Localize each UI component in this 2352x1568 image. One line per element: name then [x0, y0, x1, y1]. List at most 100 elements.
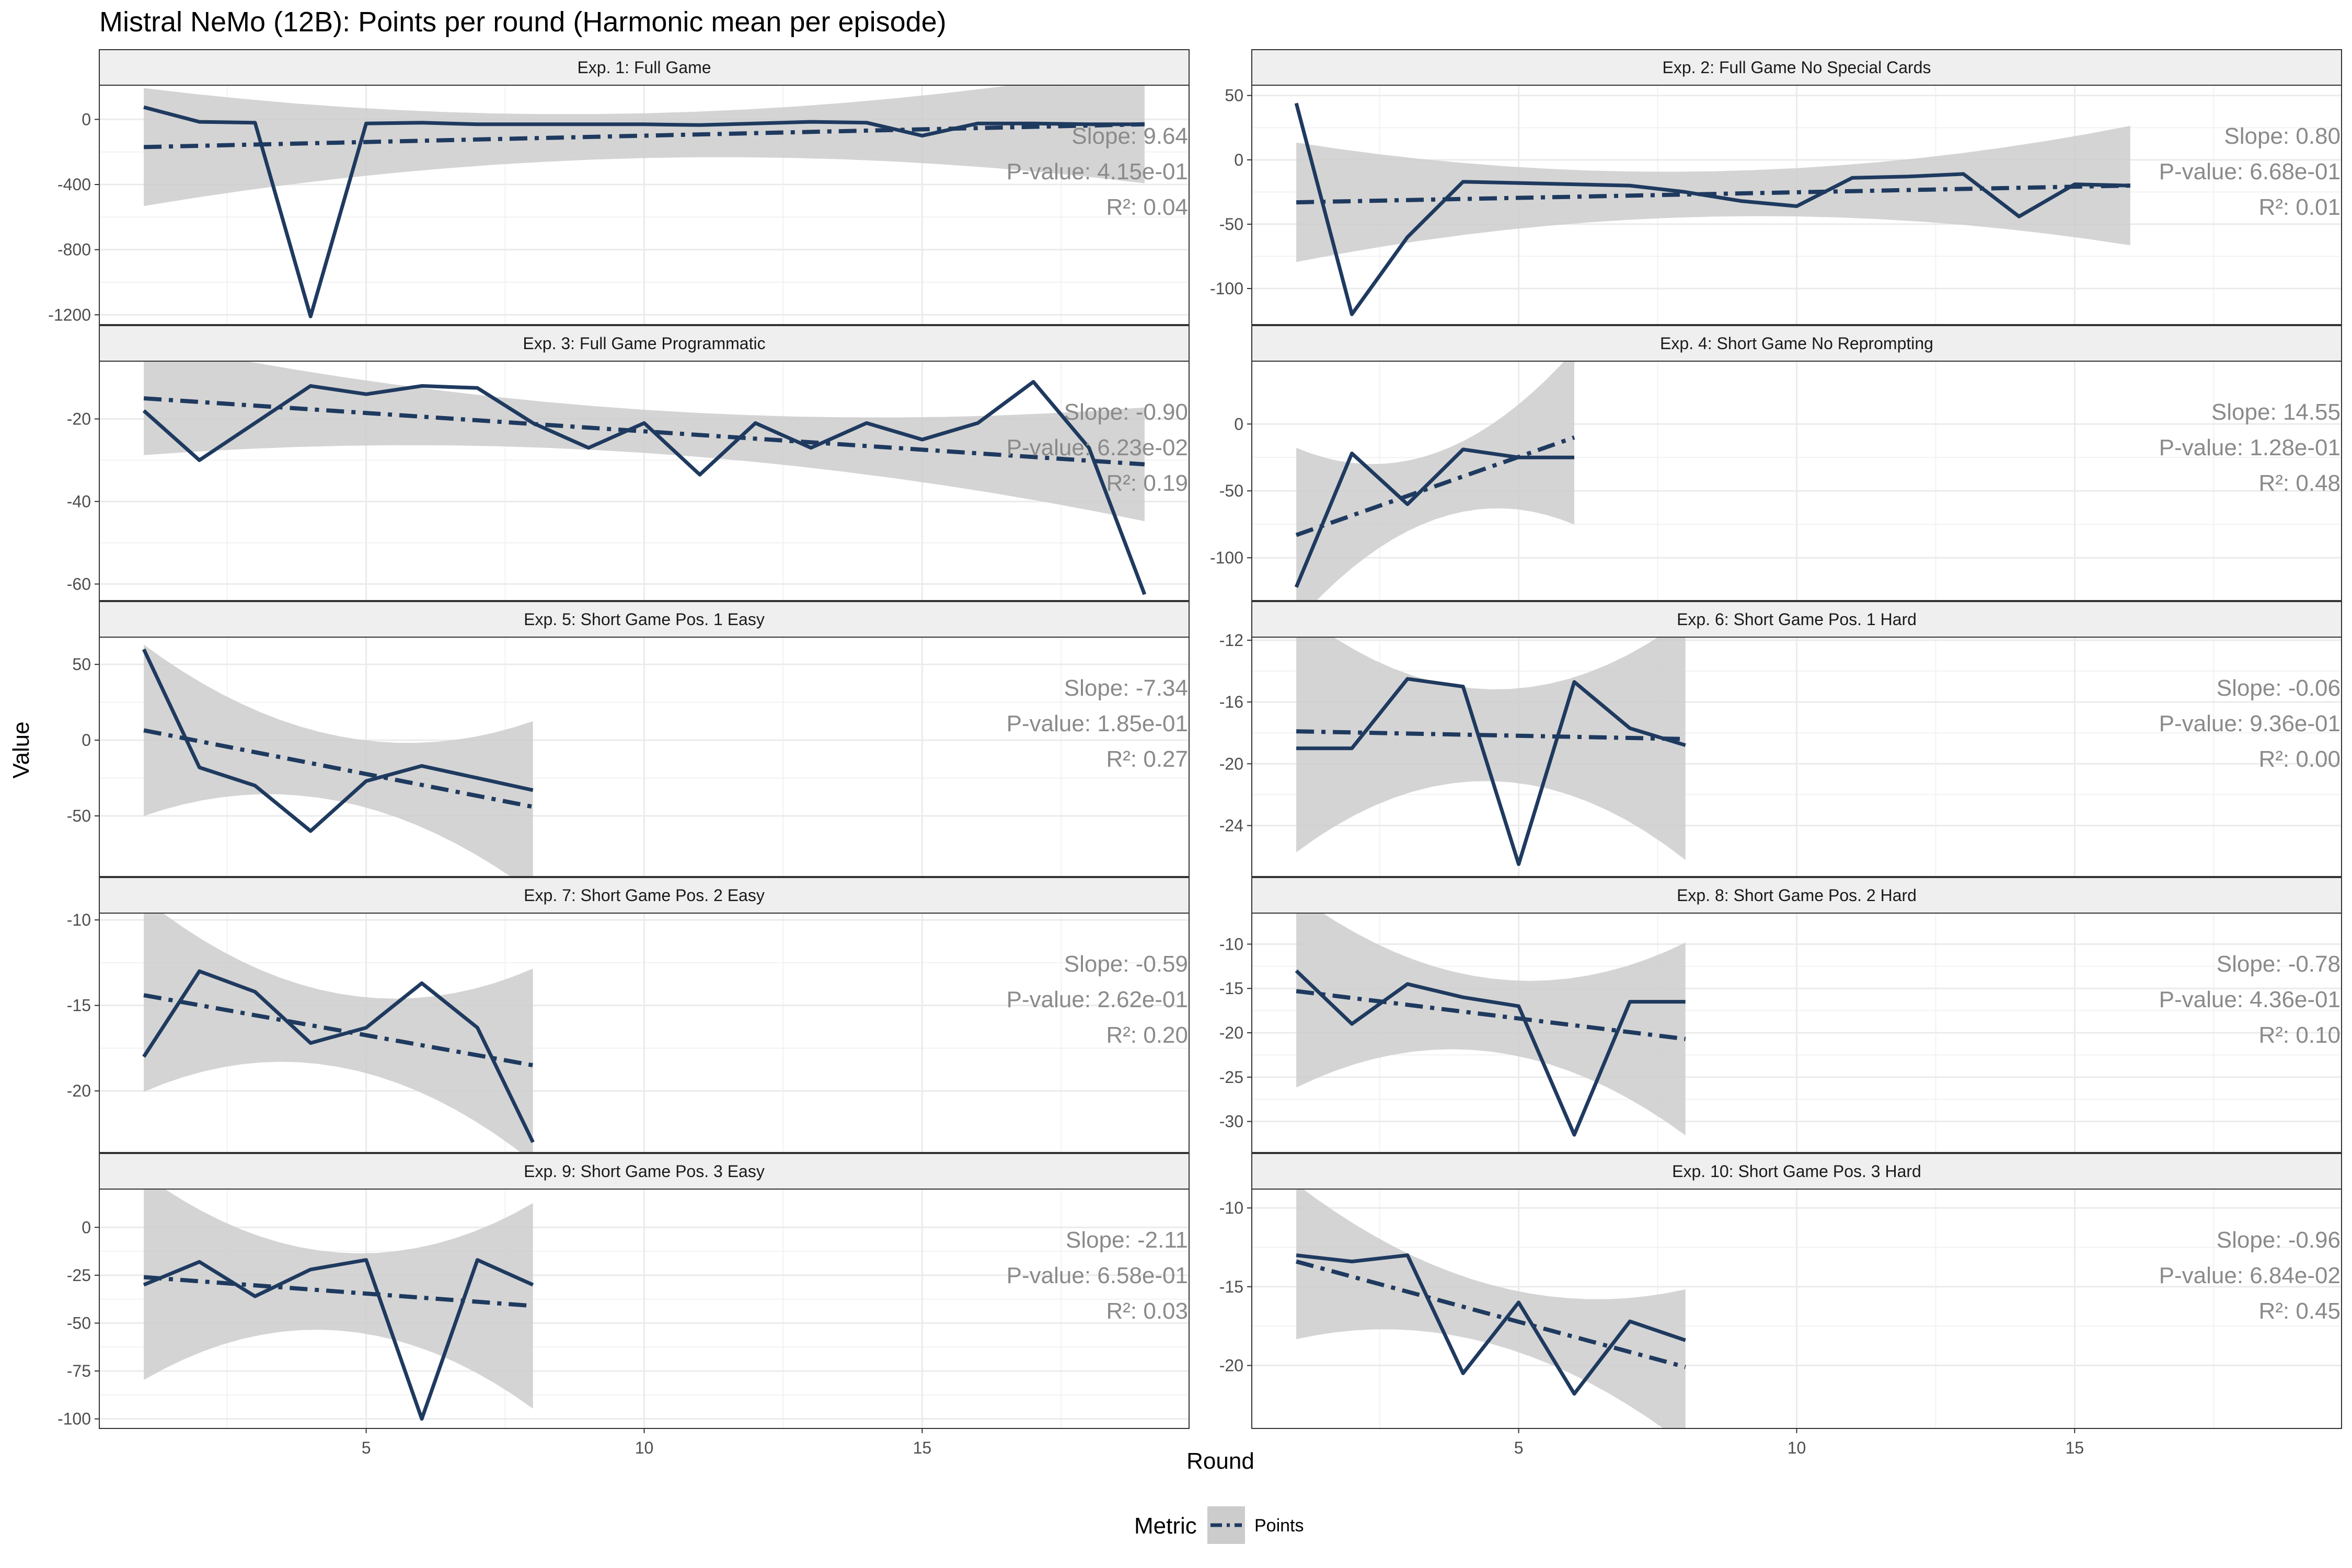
points-series-line — [142, 648, 534, 833]
y-tick-label: -50 — [1219, 481, 1243, 500]
points-series-line — [1295, 969, 1686, 1137]
trend-line — [143, 396, 1145, 467]
y-tick-label: -15 — [1219, 1277, 1243, 1296]
facet-strip — [99, 1153, 1190, 1190]
x-axis-title: Round — [1186, 1448, 1254, 1474]
trend-line — [1296, 1259, 1686, 1369]
facet-panel-1: Exp. 1: Full Game 0 -400 -800 -1200 Slope: 9.… — [48, 49, 1190, 325]
y-tick-label: -20 — [67, 410, 91, 429]
y-tick-label: -1200 — [48, 305, 91, 324]
confidence-band — [144, 85, 1145, 206]
slope-label: Slope: -0.59 — [1064, 951, 1188, 977]
p-value-label: P-value: 2.62e-01 — [1007, 987, 1188, 1012]
y-tick-label: -15 — [67, 996, 91, 1015]
y-tick-label: -10 — [1219, 935, 1243, 953]
r-squared-label: R²: 0.00 — [2258, 746, 2341, 772]
y-axis-title: Value — [8, 721, 34, 778]
x-tick-label: 10 — [1788, 1438, 1806, 1457]
y-tick-label: -30 — [1219, 1112, 1243, 1131]
facet-strip-label: Exp. 4: Short Game No Reprompting — [1660, 334, 1933, 353]
trend-line — [143, 728, 534, 809]
p-value-label: P-value: 1.28e-01 — [2159, 435, 2341, 460]
facet-strip — [1251, 49, 2342, 86]
x-tick-label: 10 — [635, 1438, 654, 1457]
y-tick-label: -100 — [57, 1410, 91, 1428]
y-tick-label: -25 — [67, 1266, 91, 1285]
points-series-line — [1296, 677, 1686, 866]
points-series-line — [1294, 102, 2130, 316]
p-value-label: P-value: 9.36e-01 — [2159, 711, 2341, 736]
y-tick-label: -24 — [1219, 816, 1243, 835]
facet-strip-label: Exp. 7: Short Game Pos. 2 Easy — [524, 886, 765, 905]
slope-label: Slope: -0.90 — [1064, 399, 1188, 425]
slope-label: Slope: -0.78 — [2217, 951, 2341, 977]
y-tick-label: -100 — [1210, 279, 1243, 298]
p-value-label: P-value: 6.84e-02 — [2159, 1263, 2341, 1288]
trend-line — [143, 993, 534, 1068]
chart-title: Mistral NeMo (12B): Points per round (Ha… — [99, 6, 947, 38]
confidence-band — [1296, 361, 1574, 601]
facet-strip-label: Exp. 1: Full Game — [577, 58, 711, 77]
facet-strip-label: Exp. 10: Short Game Pos. 3 Hard — [1672, 1162, 1921, 1181]
facet-strip — [1251, 877, 2342, 914]
y-tick-label: -20 — [67, 1081, 91, 1100]
y-tick-label: -10 — [1219, 1198, 1243, 1217]
slope-label: Slope: -7.34 — [1064, 675, 1188, 701]
facet-strip — [99, 601, 1190, 638]
facet-panel-3: Exp. 3: Full Game Programmatic -20 -40 -60 S… — [67, 325, 1190, 601]
panel-border — [1251, 361, 2342, 601]
facet-strip-label: Exp. 8: Short Game Pos. 2 Hard — [1677, 886, 1917, 905]
confidence-band — [1296, 1189, 1686, 1428]
p-value-label: P-value: 6.58e-01 — [1007, 1263, 1188, 1288]
y-tick-label: -40 — [67, 492, 91, 511]
panel-grid — [1252, 913, 2342, 1152]
facet-strip — [1251, 1153, 2342, 1190]
y-tick-label: -50 — [67, 1313, 91, 1332]
points-series-line — [142, 969, 535, 1143]
p-value-label: P-value: 1.85e-01 — [1007, 711, 1188, 736]
slope-label: Slope: 9.64 — [1071, 123, 1188, 149]
panel-grid — [1252, 1189, 2342, 1428]
r-squared-label: R²: 0.03 — [1106, 1298, 1188, 1324]
facet-panel-10: Exp. 10: Short Game Pos. 3 Hard -10 -15 -20… — [1219, 1153, 2342, 1457]
facet-strip-label: Exp. 5: Short Game Pos. 1 Easy — [524, 610, 765, 629]
y-tick-label: -12 — [1219, 631, 1243, 650]
x-tick-label: 5 — [362, 1438, 371, 1457]
facet-panel-9: Exp. 9: Short Game Pos. 3 Easy 0 -25 -50 -75… — [57, 1153, 1190, 1457]
facet-panel-5: Exp. 5: Short Game Pos. 1 Easy 50 0 -50 Slop… — [67, 601, 1190, 877]
y-tick-label: 0 — [82, 1218, 91, 1237]
y-tick-label: -100 — [1210, 548, 1243, 567]
panel-border — [1251, 637, 2342, 877]
points-series-line — [143, 105, 1145, 318]
panel-border — [99, 637, 1190, 877]
facet-panel-2: Exp. 2: Full Game No Special Cards 50 0 -50… — [1210, 49, 2342, 325]
points-series-line — [1294, 447, 1574, 588]
y-tick-label: -75 — [67, 1362, 91, 1380]
legend-label-points: Points — [1254, 1516, 1304, 1536]
r-squared-label: R²: 0.01 — [2258, 194, 2341, 220]
facet-strip-label: Exp. 9: Short Game Pos. 3 Easy — [524, 1162, 765, 1181]
slope-label: Slope: 0.80 — [2224, 123, 2341, 149]
r-squared-label: R²: 0.27 — [1106, 746, 1188, 772]
p-value-label: P-value: 6.68e-01 — [2159, 159, 2341, 185]
facet-strip — [99, 49, 1190, 86]
confidence-band — [144, 644, 533, 877]
y-tick-label: 0 — [82, 731, 91, 750]
slope-label: Slope: -0.06 — [2217, 675, 2341, 701]
confidence-band — [144, 913, 533, 1152]
y-tick-label: -20 — [1219, 1356, 1243, 1375]
p-value-label: P-value: 4.15e-01 — [1007, 159, 1188, 185]
y-tick-label: -60 — [67, 574, 91, 593]
panel-border — [99, 85, 1190, 325]
confidence-band — [1296, 913, 1686, 1136]
y-tick-label: -15 — [1219, 979, 1243, 998]
facet-strip — [99, 877, 1190, 914]
trend-line — [1295, 435, 1575, 537]
facet-strip-label: Exp. 3: Full Game Programmatic — [523, 334, 765, 353]
y-tick-label: -20 — [1219, 754, 1243, 773]
y-tick-label: 50 — [72, 655, 91, 674]
y-tick-label: -10 — [67, 910, 91, 929]
x-tick-label: 15 — [913, 1438, 932, 1457]
